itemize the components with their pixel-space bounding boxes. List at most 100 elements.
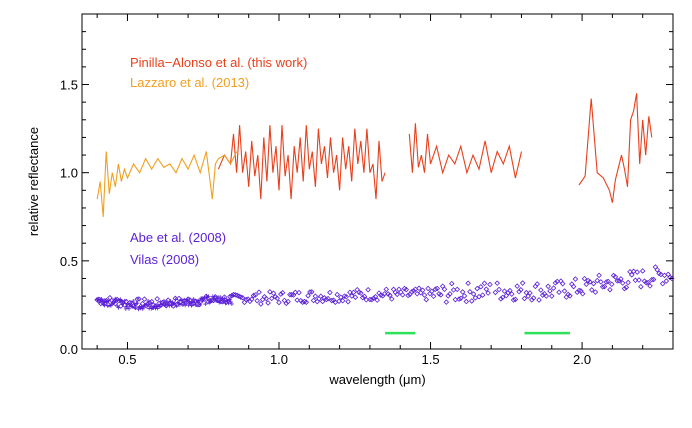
data-point: [629, 272, 635, 278]
series-3: [95, 293, 235, 312]
data-point: [185, 297, 190, 302]
data-point: [136, 296, 142, 302]
data-point: [124, 304, 129, 309]
data-point: [492, 289, 499, 296]
data-point: [394, 291, 400, 298]
data-point: [499, 294, 506, 301]
data-point: [126, 306, 131, 311]
data-point: [128, 301, 133, 306]
data-point: [379, 293, 386, 299]
data-point: [97, 300, 102, 305]
data-point: [649, 276, 655, 283]
data-point: [121, 301, 126, 306]
data-point: [133, 306, 138, 311]
data-point: [498, 296, 504, 302]
y-tick-label: 1.5: [60, 78, 78, 93]
legend-entry-abe: Abe et al. (2008): [130, 230, 226, 245]
data-point: [434, 285, 440, 292]
data-point: [547, 288, 553, 294]
data-point: [365, 286, 371, 293]
data-point: [403, 286, 410, 293]
data-point: [241, 299, 248, 306]
data-point: [581, 275, 588, 282]
data-point: [445, 293, 451, 299]
series-0: [217, 93, 653, 203]
data-point: [567, 293, 573, 299]
series-2: [94, 264, 675, 310]
data-point: [361, 293, 368, 300]
data-point: [192, 300, 197, 305]
data-point: [561, 288, 568, 294]
data-point: [287, 291, 293, 298]
data-point: [478, 283, 484, 290]
data-point: [145, 302, 150, 307]
x-tick-label: 1.5: [421, 352, 439, 367]
data-point: [114, 297, 119, 302]
data-point: [130, 304, 135, 309]
data-point: [209, 299, 214, 304]
y-tick-label: 0.5: [60, 254, 78, 269]
data-point: [228, 299, 233, 304]
data-point: [443, 299, 450, 305]
data-point: [303, 299, 310, 305]
data-point: [425, 285, 431, 292]
data-point: [154, 296, 160, 302]
data-point: [510, 297, 517, 303]
data-point: [487, 281, 493, 288]
data-point: [659, 280, 666, 287]
data-point: [307, 289, 313, 295]
data-point: [465, 280, 471, 287]
data-point: [647, 283, 653, 289]
data-point: [467, 289, 473, 295]
data-point: [448, 280, 455, 287]
data-point: [141, 296, 148, 302]
data-point: [343, 294, 350, 300]
data-point: [294, 297, 300, 303]
data-point: [456, 296, 462, 302]
data-point: [165, 299, 170, 304]
legend-entry-pinilla-alonso: Pinilla−Alonso et al. (this work): [130, 55, 307, 70]
data-point: [514, 283, 520, 289]
data-point: [212, 294, 217, 299]
data-point: [669, 275, 675, 282]
data-point: [276, 299, 282, 306]
data-point: [174, 304, 179, 309]
data-point: [396, 286, 402, 293]
data-point: [316, 296, 322, 302]
data-point: [334, 291, 340, 298]
data-point: [112, 299, 117, 304]
axes-layer: 0.5 1.0 1.5 2.0 0.0 0.5 1.0 1.5: [60, 14, 673, 367]
data-point: [274, 295, 280, 302]
data-point: [270, 290, 277, 297]
data-point: [164, 303, 169, 308]
data-point: [265, 300, 271, 306]
data-point: [592, 289, 599, 295]
y-tick-label: 1.0: [60, 166, 78, 181]
data-point: [601, 283, 608, 290]
data-point: [279, 290, 286, 296]
data-point: [463, 298, 470, 305]
data-point: [296, 289, 302, 296]
data-point: [549, 293, 555, 299]
data-point: [485, 290, 491, 296]
data-point: [139, 304, 144, 309]
data-point: [476, 293, 482, 300]
data-point: [345, 298, 351, 305]
data-point: [121, 302, 128, 308]
data-point: [607, 286, 613, 293]
data-point: [552, 280, 559, 286]
data-point: [536, 297, 542, 303]
data-point: [180, 298, 185, 303]
data-point: [599, 284, 606, 290]
data-point: [122, 298, 127, 303]
legend: Pinilla−Alonso et al. (this work) Lazzar…: [130, 55, 307, 267]
data-point: [374, 297, 380, 303]
data-point: [454, 286, 460, 293]
data-point: [107, 295, 113, 301]
data-point: [587, 279, 593, 285]
data-point: [410, 288, 417, 294]
data-point: [470, 291, 477, 297]
data-point: [139, 300, 146, 307]
data-point: [135, 301, 140, 306]
data-point: [173, 297, 178, 302]
